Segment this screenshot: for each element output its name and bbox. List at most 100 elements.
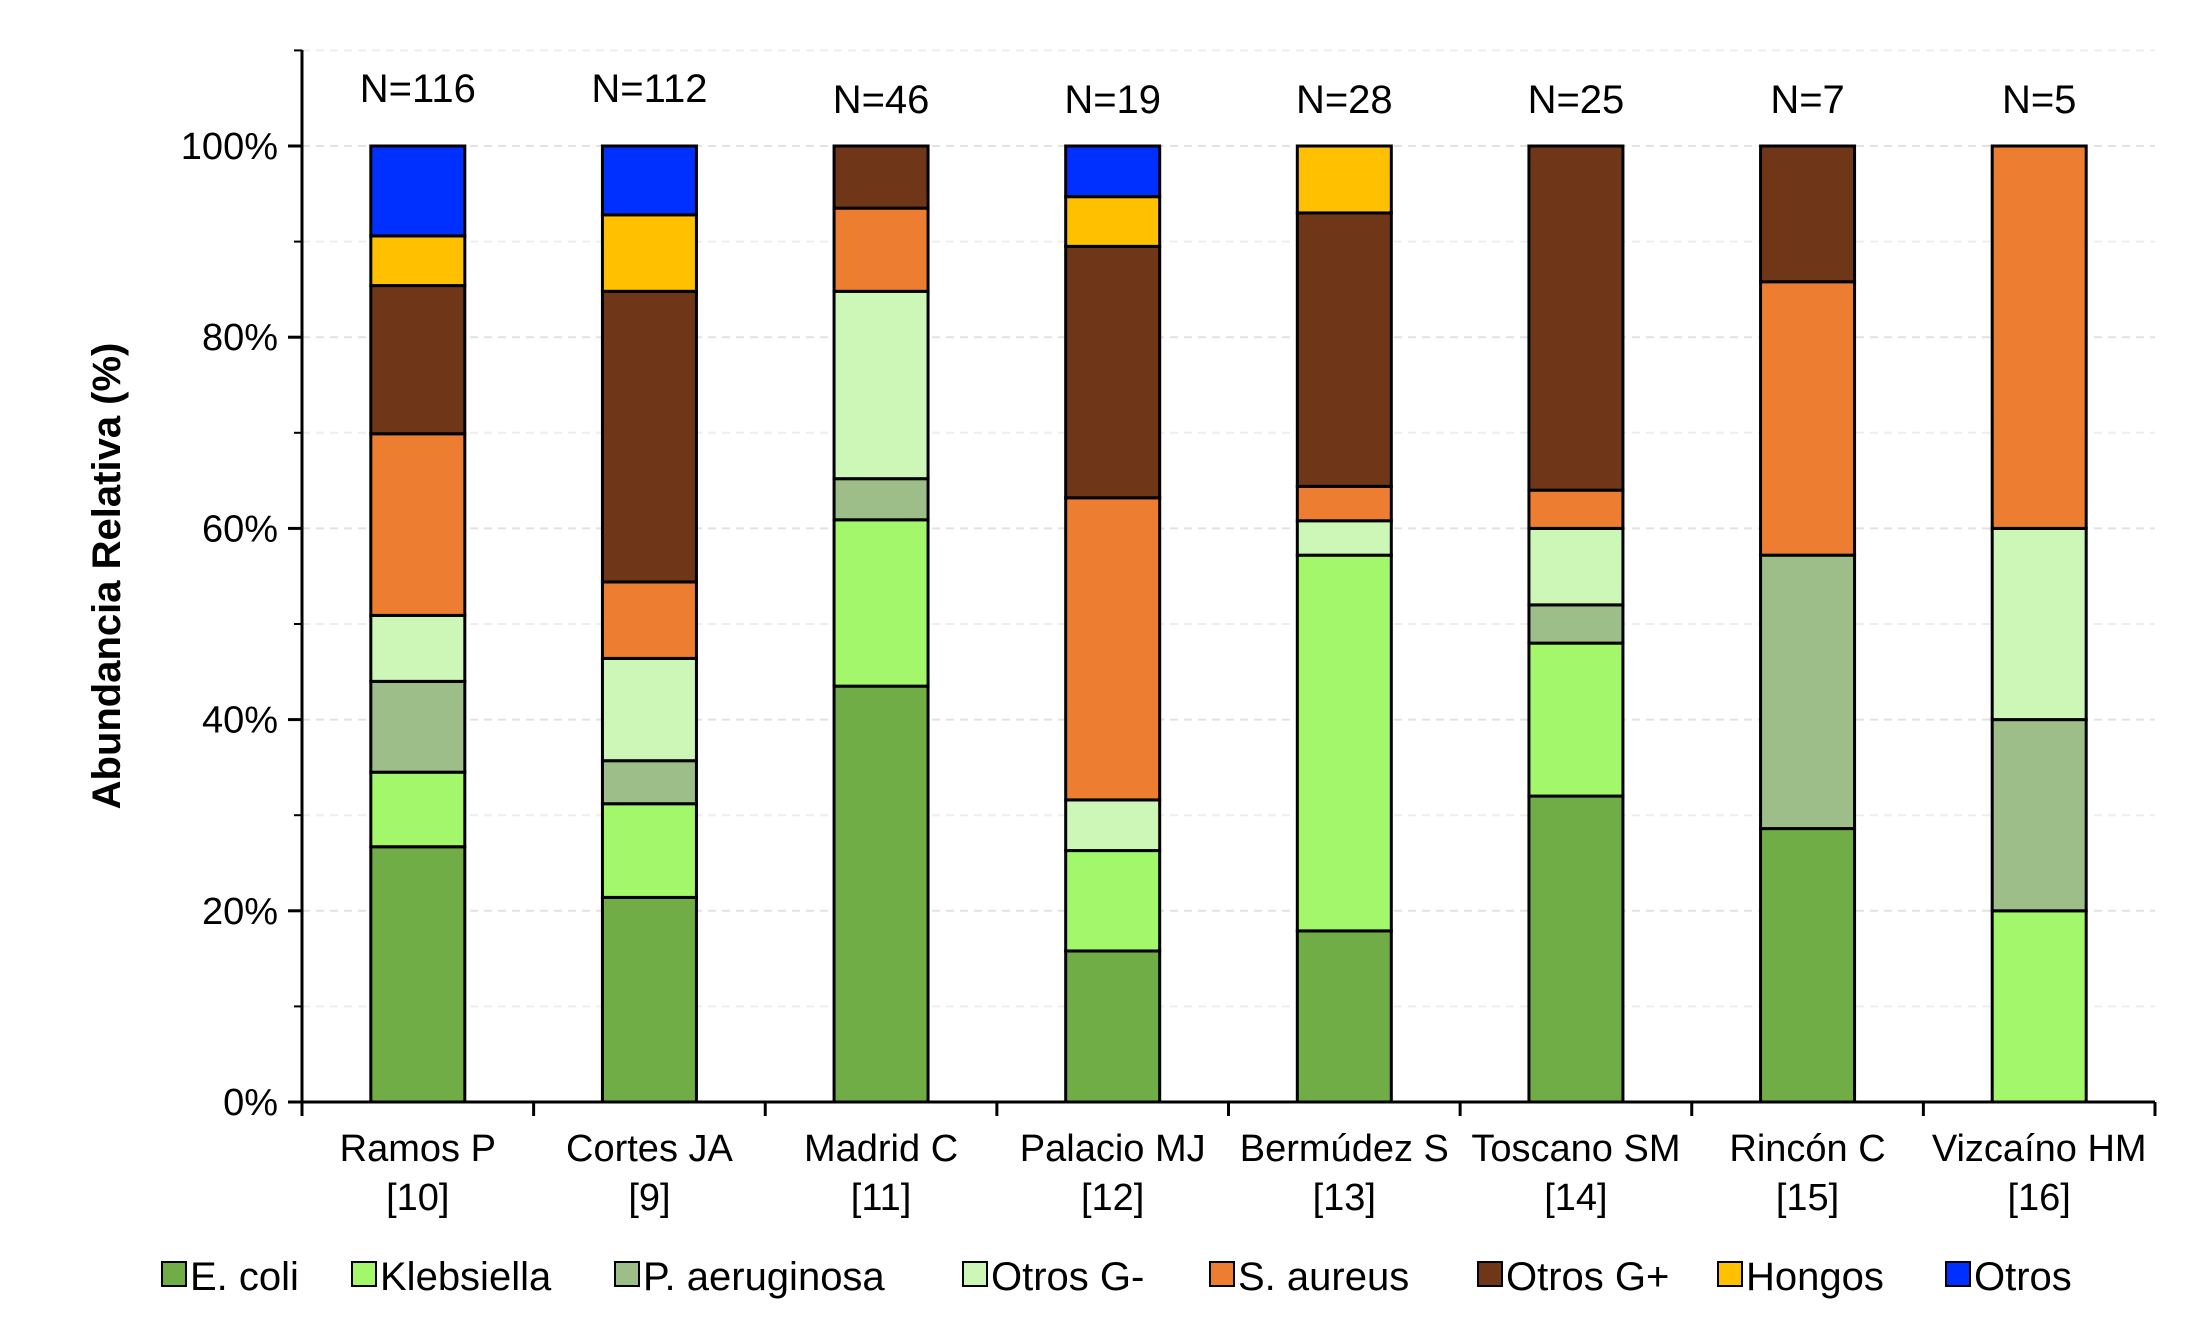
- n-label: N=5: [2002, 78, 2077, 122]
- bar-segment-otros: [1064, 144, 1162, 199]
- bar-segment-otros-g-: [1990, 526, 2088, 722]
- x-category-name: Toscano SM: [1471, 1128, 1680, 1170]
- bar-segment-otros-g-: [832, 289, 930, 481]
- bars: [369, 144, 2088, 1104]
- legend-label: E. coli: [190, 1255, 299, 1299]
- bar-segment-e-coli: [1064, 949, 1162, 1104]
- y-axis-title: Abundancia Relativa (%): [85, 343, 129, 810]
- bar-segment-p-aeruginosa: [600, 759, 698, 806]
- x-category-name: Palacio MJ: [1020, 1128, 1206, 1170]
- legend-swatch: [351, 1261, 377, 1287]
- legend-label: Hongos: [1746, 1255, 1884, 1299]
- y-tick-label: 80%: [202, 317, 278, 359]
- bar-segment-s-aureus: [832, 206, 930, 293]
- bar-segment-e-coli: [1527, 794, 1625, 1104]
- bar-segment-otros-g-: [369, 613, 467, 683]
- bar-segment-hongos: [1064, 195, 1162, 248]
- x-category-ref: [9]: [628, 1177, 670, 1219]
- bar-segment-klebsiella: [600, 802, 698, 899]
- legend-label: Otros G+: [1506, 1255, 1669, 1299]
- bar-segment-klebsiella: [1295, 553, 1393, 933]
- y-tick-label: 40%: [202, 700, 278, 742]
- legend-swatch: [1477, 1261, 1503, 1287]
- gridlines: [302, 49, 2155, 1008]
- x-category-name: Vizcaíno HM: [1932, 1128, 2147, 1170]
- bar-segment-s-aureus: [1295, 484, 1393, 523]
- bar-segment-otros-g-: [1759, 144, 1857, 284]
- bar-segment-otros: [369, 144, 467, 238]
- y-tick-label: 0%: [223, 1082, 278, 1124]
- n-label: N=112: [591, 67, 707, 111]
- legend-swatch: [161, 1261, 187, 1287]
- bar-segment-otros-g-: [1527, 526, 1625, 607]
- bar-segment-s-aureus: [1759, 280, 1857, 557]
- x-category-name: Rincón C: [1729, 1128, 1885, 1170]
- bar-segment-e-coli: [600, 895, 698, 1104]
- x-category-ref: [16]: [2007, 1177, 2070, 1219]
- bar-segment-otros-g-: [1064, 798, 1162, 853]
- x-category-ref: [11]: [851, 1177, 912, 1219]
- legend-swatch: [1945, 1261, 1971, 1287]
- x-category-ref: [14]: [1544, 1177, 1607, 1219]
- bar-segment-otros-g-: [600, 656, 698, 763]
- legend-label: S. aureus: [1238, 1255, 1409, 1299]
- bar-segment-otros-g-: [600, 289, 698, 584]
- y-ticks: 0% 20% 40% 60% 80% 100%: [181, 126, 278, 1124]
- x-category-ref: [13]: [1313, 1177, 1376, 1219]
- bar-segment-s-aureus: [369, 432, 467, 617]
- bar-segment-otros-g-: [369, 284, 467, 436]
- legend-label: P. aeruginosa: [643, 1255, 885, 1299]
- bar-segment-hongos: [600, 213, 698, 293]
- bar-segment-p-aeruginosa: [1527, 603, 1625, 645]
- x-category-ref: [10]: [386, 1177, 449, 1219]
- bar-segment-otros-g-: [1295, 519, 1393, 557]
- bar-segment-klebsiella: [1990, 909, 2088, 1104]
- bar-segment-hongos: [1295, 144, 1393, 215]
- n-label: N=25: [1528, 78, 1625, 122]
- legend: E. coli Klebsiella P. aeruginosa Otros G- S.…: [161, 1255, 2072, 1299]
- x-category-name: Madrid C: [804, 1128, 958, 1170]
- x-category-name: Bermúdez S: [1240, 1128, 1449, 1170]
- n-label: N=19: [1064, 78, 1161, 122]
- bar-segment-klebsiella: [1527, 641, 1625, 798]
- legend-swatch: [1717, 1261, 1743, 1287]
- y-tick-label: 60%: [202, 508, 278, 550]
- n-labels: N=116 N=112 N=46 N=19 N=28 N=25 N=7 N=5: [360, 67, 2077, 122]
- n-label: N=46: [833, 78, 930, 122]
- bar-segment-hongos: [369, 234, 467, 288]
- bar-segment-otros-g-: [1527, 144, 1625, 492]
- bar-segment-e-coli: [1759, 827, 1857, 1104]
- bar-segment-s-aureus: [1064, 496, 1162, 802]
- x-category-ref: [12]: [1081, 1177, 1144, 1219]
- bar-segment-s-aureus: [600, 580, 698, 660]
- bar-segment-otros: [600, 144, 698, 217]
- legend-label: Otros: [1974, 1255, 2072, 1299]
- bar-segment-p-aeruginosa: [1990, 718, 2088, 913]
- bar-segment-klebsiella: [832, 518, 930, 688]
- bar-segment-p-aeruginosa: [1759, 553, 1857, 831]
- legend-label: Otros G-: [991, 1255, 1144, 1299]
- bar-segment-s-aureus: [1990, 144, 2088, 530]
- legend-swatch: [962, 1261, 988, 1287]
- bar-segment-e-coli: [1295, 929, 1393, 1104]
- legend-swatch: [1209, 1261, 1235, 1287]
- bar-segment-p-aeruginosa: [369, 679, 467, 774]
- y-tick-label: 20%: [202, 891, 278, 933]
- n-label: N=116: [360, 67, 476, 111]
- bar-segment-p-aeruginosa: [832, 477, 930, 522]
- bar-segment-e-coli: [832, 684, 930, 1104]
- bar-segment-klebsiella: [369, 770, 467, 849]
- legend-label: Klebsiella: [380, 1255, 552, 1299]
- x-category-name: Ramos P: [340, 1128, 496, 1170]
- bar-segment-otros-g-: [832, 144, 930, 210]
- x-category-labels: Ramos P [10] Cortes JA [9] Madrid C [11] Palac…: [340, 1128, 2147, 1219]
- x-category-name: Cortes JA: [566, 1128, 733, 1170]
- y-tick-label: 100%: [181, 126, 278, 168]
- bar-segment-klebsiella: [1064, 849, 1162, 953]
- n-label: N=7: [1770, 78, 1845, 122]
- legend-swatch: [614, 1261, 640, 1287]
- x-category-ref: [15]: [1776, 1177, 1839, 1219]
- bar-segment-s-aureus: [1527, 488, 1625, 530]
- bar-segment-otros-g-: [1064, 244, 1162, 500]
